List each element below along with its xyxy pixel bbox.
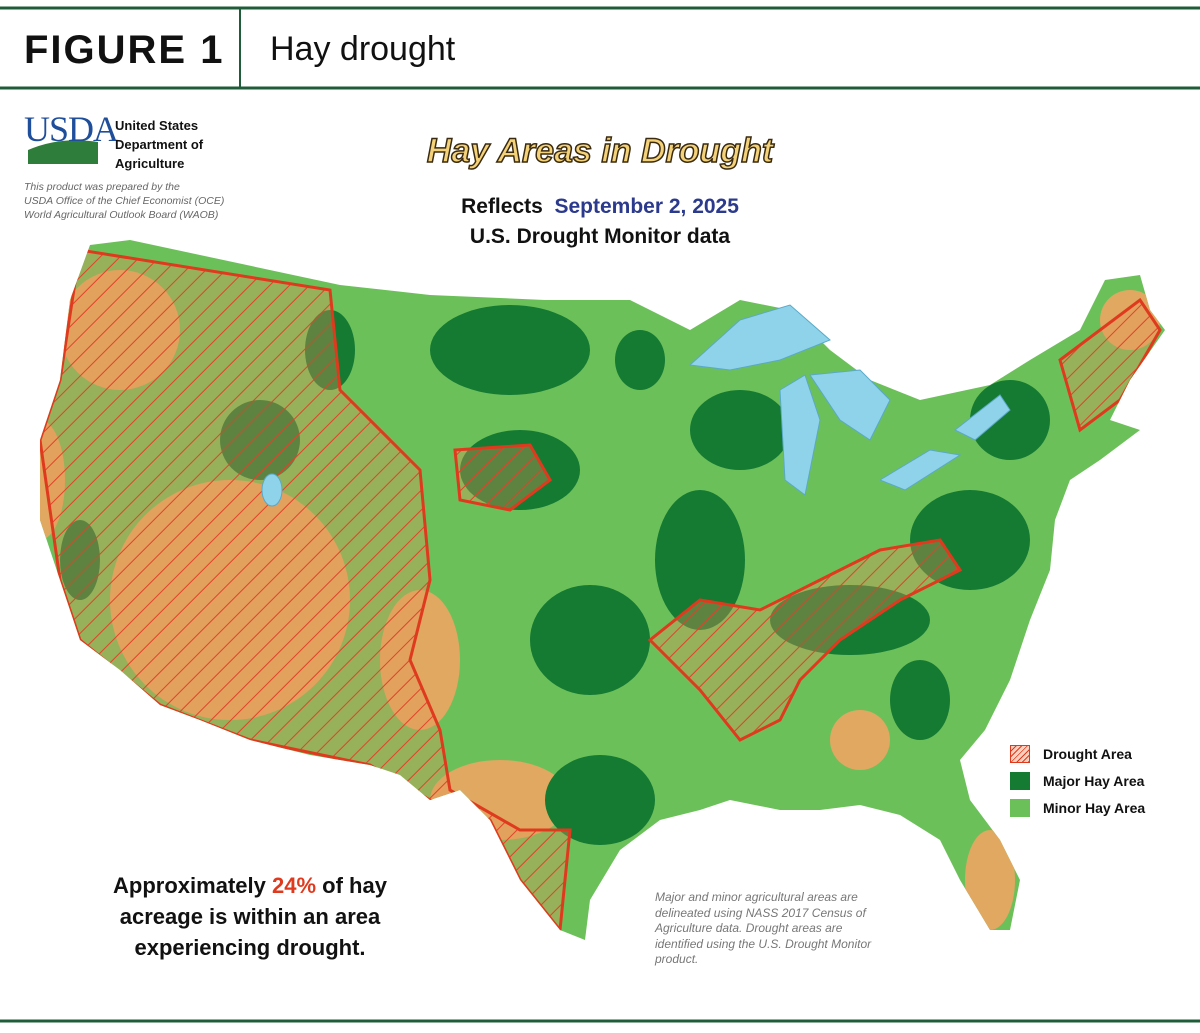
figure-title: Hay drought bbox=[270, 30, 456, 68]
drought-plains bbox=[453, 443, 552, 512]
credit-line: This product was prepared by the bbox=[24, 181, 180, 193]
agency-line: Agriculture bbox=[115, 156, 185, 171]
summary-line: Approximately 24% of hay bbox=[60, 870, 440, 901]
great-lakes bbox=[261, 304, 1011, 507]
method-note: Major and minor agricultural areas are d… bbox=[655, 890, 871, 968]
note-line: Agriculture data. Drought areas are bbox=[655, 921, 843, 935]
drought-west bbox=[40, 248, 572, 934]
summary-text: Approximately bbox=[113, 873, 266, 898]
legend-item: Major Hay Area bbox=[1010, 767, 1145, 794]
note-line: product. bbox=[655, 952, 699, 966]
summary-line: experiencing drought. bbox=[134, 935, 366, 960]
note-line: delineated using NASS 2017 Census of bbox=[655, 905, 866, 920]
credit: This product was prepared by the USDA Of… bbox=[24, 180, 224, 222]
reflects: Reflects bbox=[461, 195, 543, 218]
us-map bbox=[40, 240, 1165, 940]
credit-line: World Agricultural Outlook Board (WAOB) bbox=[24, 209, 219, 221]
legend-swatch bbox=[1010, 771, 1030, 790]
legend-item: Minor Hay Area bbox=[1010, 794, 1145, 821]
agency-name: United States Department of Agriculture bbox=[115, 116, 203, 173]
summary-text: of hay bbox=[322, 873, 387, 898]
summary-share: 24% bbox=[271, 873, 317, 898]
usda-logo: USDA bbox=[24, 109, 119, 149]
logo-field bbox=[28, 140, 98, 164]
legend-item: Drought Area bbox=[1010, 740, 1145, 767]
date: September 2, 2025 bbox=[554, 195, 739, 218]
legend-swatch bbox=[1010, 744, 1030, 763]
subtitle-line: U.S. Drought Monitor data bbox=[469, 225, 731, 248]
note-line: identified using the U.S. Drought Monito… bbox=[655, 936, 872, 951]
drought-northeast bbox=[1058, 297, 1162, 433]
legend-swatch bbox=[1010, 798, 1030, 817]
map-subtitle: Reflects September 2, 2025 U.S. Drought … bbox=[400, 192, 800, 252]
drought-east bbox=[647, 538, 963, 742]
note-line: Major and minor agricultural areas are bbox=[655, 890, 858, 904]
legend-label: Minor Hay Area bbox=[1043, 799, 1146, 816]
agency-line: Department of bbox=[115, 137, 204, 152]
agency-line: United States bbox=[115, 118, 199, 133]
credit-line: USDA Office of the Chief Economist (OCE) bbox=[24, 195, 225, 207]
legend-label: Major Hay Area bbox=[1043, 772, 1145, 789]
summary: Approximately 24% of hay acreage is with… bbox=[60, 870, 440, 963]
legend: Drought Area Major Hay Area Minor Hay Ar… bbox=[1010, 740, 1145, 821]
map-title: Hay Areas in Drought bbox=[426, 131, 774, 171]
legend-label: Drought Area bbox=[1043, 745, 1132, 762]
figure-label: FIGURE 1 bbox=[24, 28, 225, 72]
subtitle-line: Reflects September 2, 2025 bbox=[400, 192, 800, 222]
summary-line: acreage is within an area bbox=[119, 904, 381, 929]
